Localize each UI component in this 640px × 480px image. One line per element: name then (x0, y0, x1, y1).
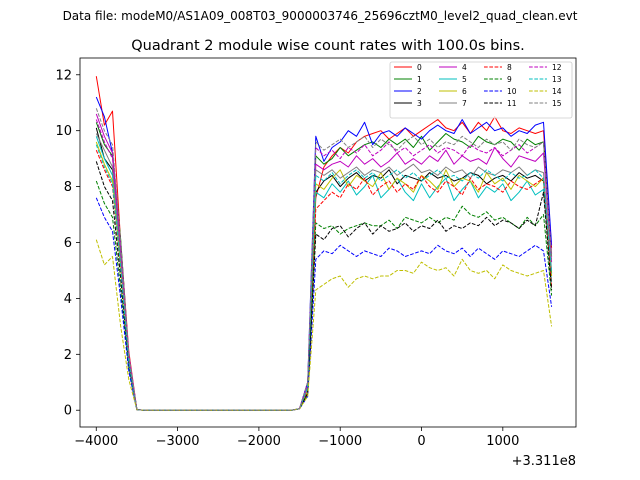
legend-label: 5 (462, 75, 467, 84)
y-tick-label: 8 (64, 180, 72, 195)
legend-label: 4 (462, 63, 467, 72)
legend-label: 0 (417, 63, 422, 72)
y-tick-label: 12 (55, 68, 72, 83)
y-axis: 0 2 4 6 8 10 12 (55, 68, 80, 419)
y-tick-label: 4 (64, 292, 72, 307)
figure-suptitle: Data file: modeM0/AS1A09_008T03_90000037… (63, 9, 578, 23)
x-tick-label: −3000 (156, 434, 200, 449)
x-tick-label: −1000 (318, 434, 362, 449)
x-axis: −4000 −3000 −2000 −1000 0 1000 (74, 427, 519, 449)
series-layer (95, 76, 553, 411)
y-tick-label: 6 (64, 236, 72, 251)
legend-label: 13 (552, 75, 562, 84)
plot-area (79, 57, 577, 428)
legend-label: 2 (417, 87, 422, 96)
legend-frame (389, 61, 573, 119)
legend-label: 11 (507, 99, 517, 108)
series-line-15 (95, 108, 553, 411)
legend-label: 9 (507, 75, 512, 84)
chart-title: Quadrant 2 module wise count rates with … (131, 38, 525, 54)
x-offset-label: +3.311e8 (512, 454, 576, 469)
series-line-9 (95, 180, 553, 411)
legend-label: 8 (507, 63, 512, 72)
legend-label: 1 (417, 75, 422, 84)
legend-label: 6 (462, 87, 467, 96)
x-tick-label: 0 (417, 434, 425, 449)
legend-label: 12 (552, 63, 562, 72)
x-tick-label: −2000 (237, 434, 281, 449)
legend-label: 10 (507, 87, 517, 96)
y-tick-label: 0 (64, 404, 72, 419)
x-tick-label: −4000 (74, 434, 118, 449)
legend-label: 7 (462, 99, 467, 108)
legend-label: 15 (552, 99, 562, 108)
legend-label: 3 (417, 99, 422, 108)
legend-label: 14 (552, 87, 562, 96)
x-tick-label: 1000 (486, 434, 519, 449)
y-tick-label: 2 (64, 348, 72, 363)
y-tick-label: 10 (55, 124, 72, 139)
